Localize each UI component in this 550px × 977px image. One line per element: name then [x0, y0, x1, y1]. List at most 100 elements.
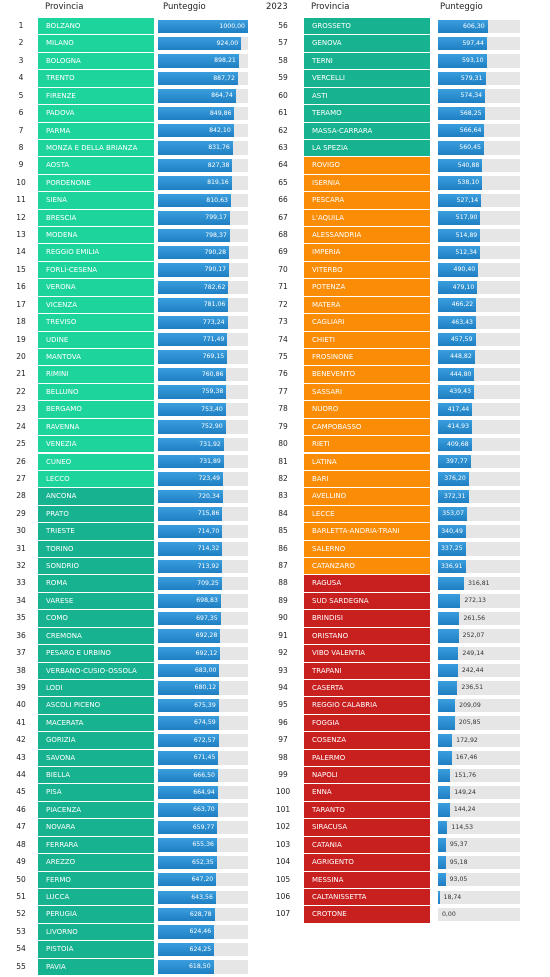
province: PORDENONE — [38, 174, 154, 192]
score-bar — [438, 803, 450, 817]
rank: 59 — [278, 73, 288, 83]
rank: 79 — [278, 421, 288, 431]
province: PISA — [38, 784, 154, 801]
score-bar — [158, 385, 227, 399]
score-label: 463,43 — [451, 318, 473, 326]
rank: 32 — [16, 561, 26, 571]
rank: 72 — [278, 299, 288, 309]
rank: 103 — [275, 839, 291, 849]
province: TREVISO — [38, 314, 154, 331]
score-bar — [438, 664, 458, 678]
score-bar — [438, 89, 486, 103]
score-bar — [438, 646, 459, 661]
rank: 73 — [278, 317, 288, 327]
province: BELLUNO — [38, 383, 154, 401]
province: SUD SARDEGNA — [304, 592, 430, 610]
score-bar — [158, 576, 222, 591]
rank: 38 — [16, 665, 26, 675]
province: RIMINI — [38, 366, 154, 383]
bar-track — [438, 768, 520, 782]
province: FIRENZE — [38, 87, 154, 105]
rank: 89 — [278, 595, 288, 605]
rank: 77 — [278, 386, 288, 396]
province: PESCARA — [304, 192, 430, 209]
score-label: 95,37 — [449, 841, 468, 849]
rank: 50 — [16, 874, 26, 884]
score-bar — [158, 280, 229, 295]
rank: 33 — [16, 578, 26, 588]
score-label: 579,31 — [460, 74, 483, 82]
score-label: 236,51 — [461, 684, 484, 692]
rank: 101 — [275, 804, 291, 814]
score-label: 692,28 — [195, 632, 218, 640]
province: UDINE — [38, 331, 154, 348]
province: FROSINONE — [304, 348, 430, 366]
score-label: 624,46 — [189, 928, 212, 936]
score-label: 252,07 — [462, 632, 485, 640]
rank: 9 — [18, 160, 24, 170]
rank: 53 — [16, 926, 26, 936]
score-label: 798,37 — [205, 231, 227, 239]
score-bar — [438, 315, 476, 330]
score-bar — [438, 211, 481, 225]
province: AOSTA — [38, 157, 154, 174]
score-label: 713,92 — [197, 562, 220, 570]
score-label: 593,10 — [461, 57, 484, 65]
score-label: 93,05 — [449, 876, 468, 884]
province: TARANTO — [304, 801, 430, 819]
province: VIBO VALENTIA — [304, 645, 430, 662]
rank: 46 — [16, 804, 26, 814]
rank: 22 — [16, 386, 26, 396]
province: MANTOVA — [38, 348, 154, 366]
rank: 95 — [278, 700, 288, 710]
province: TERAMO — [304, 105, 430, 122]
score-label: 448,82 — [450, 353, 472, 361]
rank: 56 — [278, 21, 288, 30]
rank: 74 — [278, 334, 288, 344]
province: PIACENZA — [38, 801, 154, 819]
province: SIRACUSA — [304, 819, 430, 836]
score-bar — [158, 176, 232, 190]
score-label: 167,46 — [455, 754, 478, 762]
score-bar — [158, 542, 223, 556]
province: GROSSETO — [304, 18, 430, 35]
rank: 84 — [278, 508, 288, 518]
score-bar — [158, 820, 218, 835]
score-label: 773,24 — [202, 318, 225, 326]
score-label: 114,53 — [451, 823, 474, 831]
bar-track — [438, 907, 520, 922]
score-bar — [438, 698, 456, 713]
rank: 34 — [16, 595, 26, 605]
rank: 44 — [16, 770, 26, 780]
score-bar — [438, 245, 480, 260]
bar-track — [438, 698, 520, 713]
rank: 67 — [278, 212, 288, 222]
rank: 11 — [16, 195, 26, 205]
rank: 37 — [16, 648, 26, 658]
score-bar — [438, 838, 446, 852]
bar-track — [438, 716, 520, 730]
rank: 87 — [278, 561, 288, 571]
province: MONZA E DELLA BRIANZA — [38, 139, 154, 157]
province: VARESE — [38, 592, 154, 610]
score-label: 517,90 — [455, 214, 478, 222]
score-label: 337,25 — [440, 545, 463, 553]
score-label: 205,85 — [458, 719, 481, 727]
rank: 13 — [16, 230, 26, 240]
score-bar — [438, 455, 471, 469]
province: MACERATA — [38, 714, 154, 732]
score-label: 0,00 — [442, 910, 456, 918]
score-bar — [438, 855, 446, 870]
province: LUCCA — [38, 889, 154, 906]
score-label: 810,63 — [206, 196, 228, 204]
score-label: 831,76 — [208, 144, 230, 152]
score-label: 149,24 — [454, 788, 476, 796]
province: CUNEO — [38, 453, 154, 470]
province: ALESSANDRIA — [304, 227, 430, 244]
province: BERGAMO — [38, 401, 154, 418]
score-label: 457,59 — [450, 336, 473, 344]
score-bar — [438, 193, 482, 208]
rank: 39 — [16, 682, 26, 692]
score-label: 714,70 — [197, 527, 220, 535]
score-label: 527,14 — [456, 196, 479, 204]
